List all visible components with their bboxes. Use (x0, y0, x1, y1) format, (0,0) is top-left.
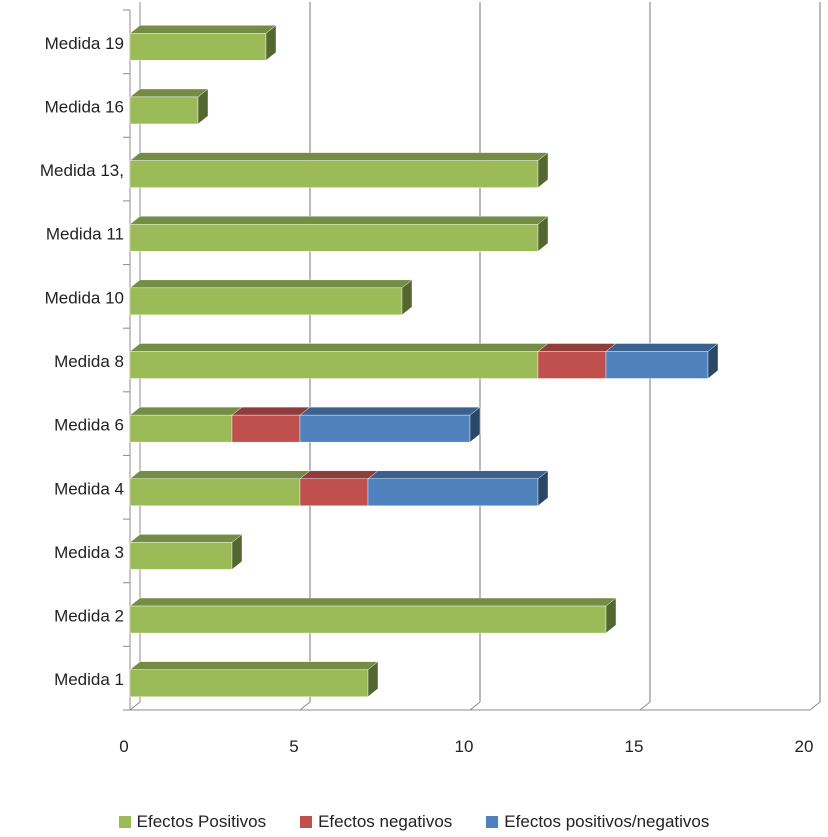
bar-top-face (299, 406, 481, 416)
bar-top-face (537, 343, 617, 352)
bar-top-face (129, 25, 277, 34)
x-depth-tick (469, 701, 481, 711)
x-tick-label: 20 (795, 737, 814, 756)
category-label: Medida 2 (54, 607, 124, 626)
bar-top-face (129, 88, 209, 98)
bar-segment (129, 224, 539, 252)
bar-top-face (129, 343, 549, 352)
legend-item-positivos: Efectos Positivos (118, 812, 267, 832)
category-label: Medida 11 (46, 225, 124, 244)
legend-item-negativos: Efectos negativos (300, 812, 452, 832)
bar-side-face (605, 597, 617, 634)
bar-top-face (129, 152, 549, 161)
category-label: Medida 1 (54, 670, 124, 689)
bars (129, 24, 719, 698)
x-tick-label: 5 (289, 737, 298, 756)
bar-top-face (129, 279, 413, 289)
bar-side-face (707, 343, 719, 379)
bar-side-face (265, 24, 277, 61)
bar-top-face (299, 470, 379, 479)
bar-side-face (469, 406, 481, 443)
x-depth-tick (299, 701, 311, 711)
category-label: Medida 8 (54, 352, 124, 371)
legend-swatch-mixtos (486, 816, 499, 828)
bar-segment (129, 33, 267, 61)
bar-top-face (129, 406, 243, 416)
bar-top-face (129, 534, 243, 543)
x-depth-tick (809, 701, 821, 711)
bar-top-face (605, 343, 719, 352)
bar-side-face (367, 661, 379, 698)
category-label: Medida 3 (54, 543, 124, 562)
bar-segment (537, 351, 607, 379)
bar-segment (129, 414, 233, 443)
category-label: Medida 10 (45, 288, 124, 307)
bar-side-face (401, 279, 413, 316)
bar-top-face (231, 406, 311, 416)
bar-segment (605, 351, 709, 379)
x-tick-label: 0 (119, 737, 128, 756)
category-label: Medida 6 (54, 416, 124, 435)
bar-segment (129, 287, 403, 316)
bar-top-face (129, 597, 617, 607)
bar-segment (231, 414, 301, 443)
category-label: Medida 19 (45, 34, 124, 53)
legend-swatch-positivos (118, 816, 131, 828)
legend-swatch-negativos (300, 816, 313, 828)
bar-side-face (537, 470, 549, 507)
bar-side-face (537, 152, 549, 189)
x-tick-label: 10 (455, 737, 474, 756)
x-depth-tick (639, 701, 651, 711)
bar-segment (129, 669, 369, 697)
bar-side-face (231, 533, 243, 570)
category-label: Medida 16 (45, 97, 124, 116)
bar-segment (299, 414, 471, 443)
bar-segment (129, 478, 301, 506)
bar-top-face (129, 216, 549, 225)
bar-top-face (129, 661, 379, 670)
x-depth-tick (129, 701, 141, 711)
legend-item-mixtos: Efectos positivos/negativos (486, 812, 709, 832)
bar-segment (129, 160, 539, 188)
bar-segment (129, 605, 607, 634)
bar-top-face (367, 470, 549, 479)
legend-label-negativos: Efectos negativos (318, 812, 453, 831)
legend-label-mixtos: Efectos positivos/negativos (504, 812, 710, 831)
bar-segment (129, 96, 199, 125)
category-label: Medida 13, (40, 161, 124, 180)
bar-top-face (129, 470, 311, 479)
bar-segment (367, 478, 539, 506)
bar-segment (129, 351, 539, 379)
legend: Efectos Positivos Efectos negativos Efec… (0, 812, 828, 832)
category-label: Medida 4 (54, 479, 124, 498)
bar-side-face (537, 215, 549, 252)
bar-segment (299, 478, 369, 506)
bar-segment (129, 542, 233, 570)
legend-label-positivos: Efectos Positivos (136, 812, 267, 831)
x-tick-label: 15 (625, 737, 644, 756)
bar-side-face (197, 88, 209, 125)
